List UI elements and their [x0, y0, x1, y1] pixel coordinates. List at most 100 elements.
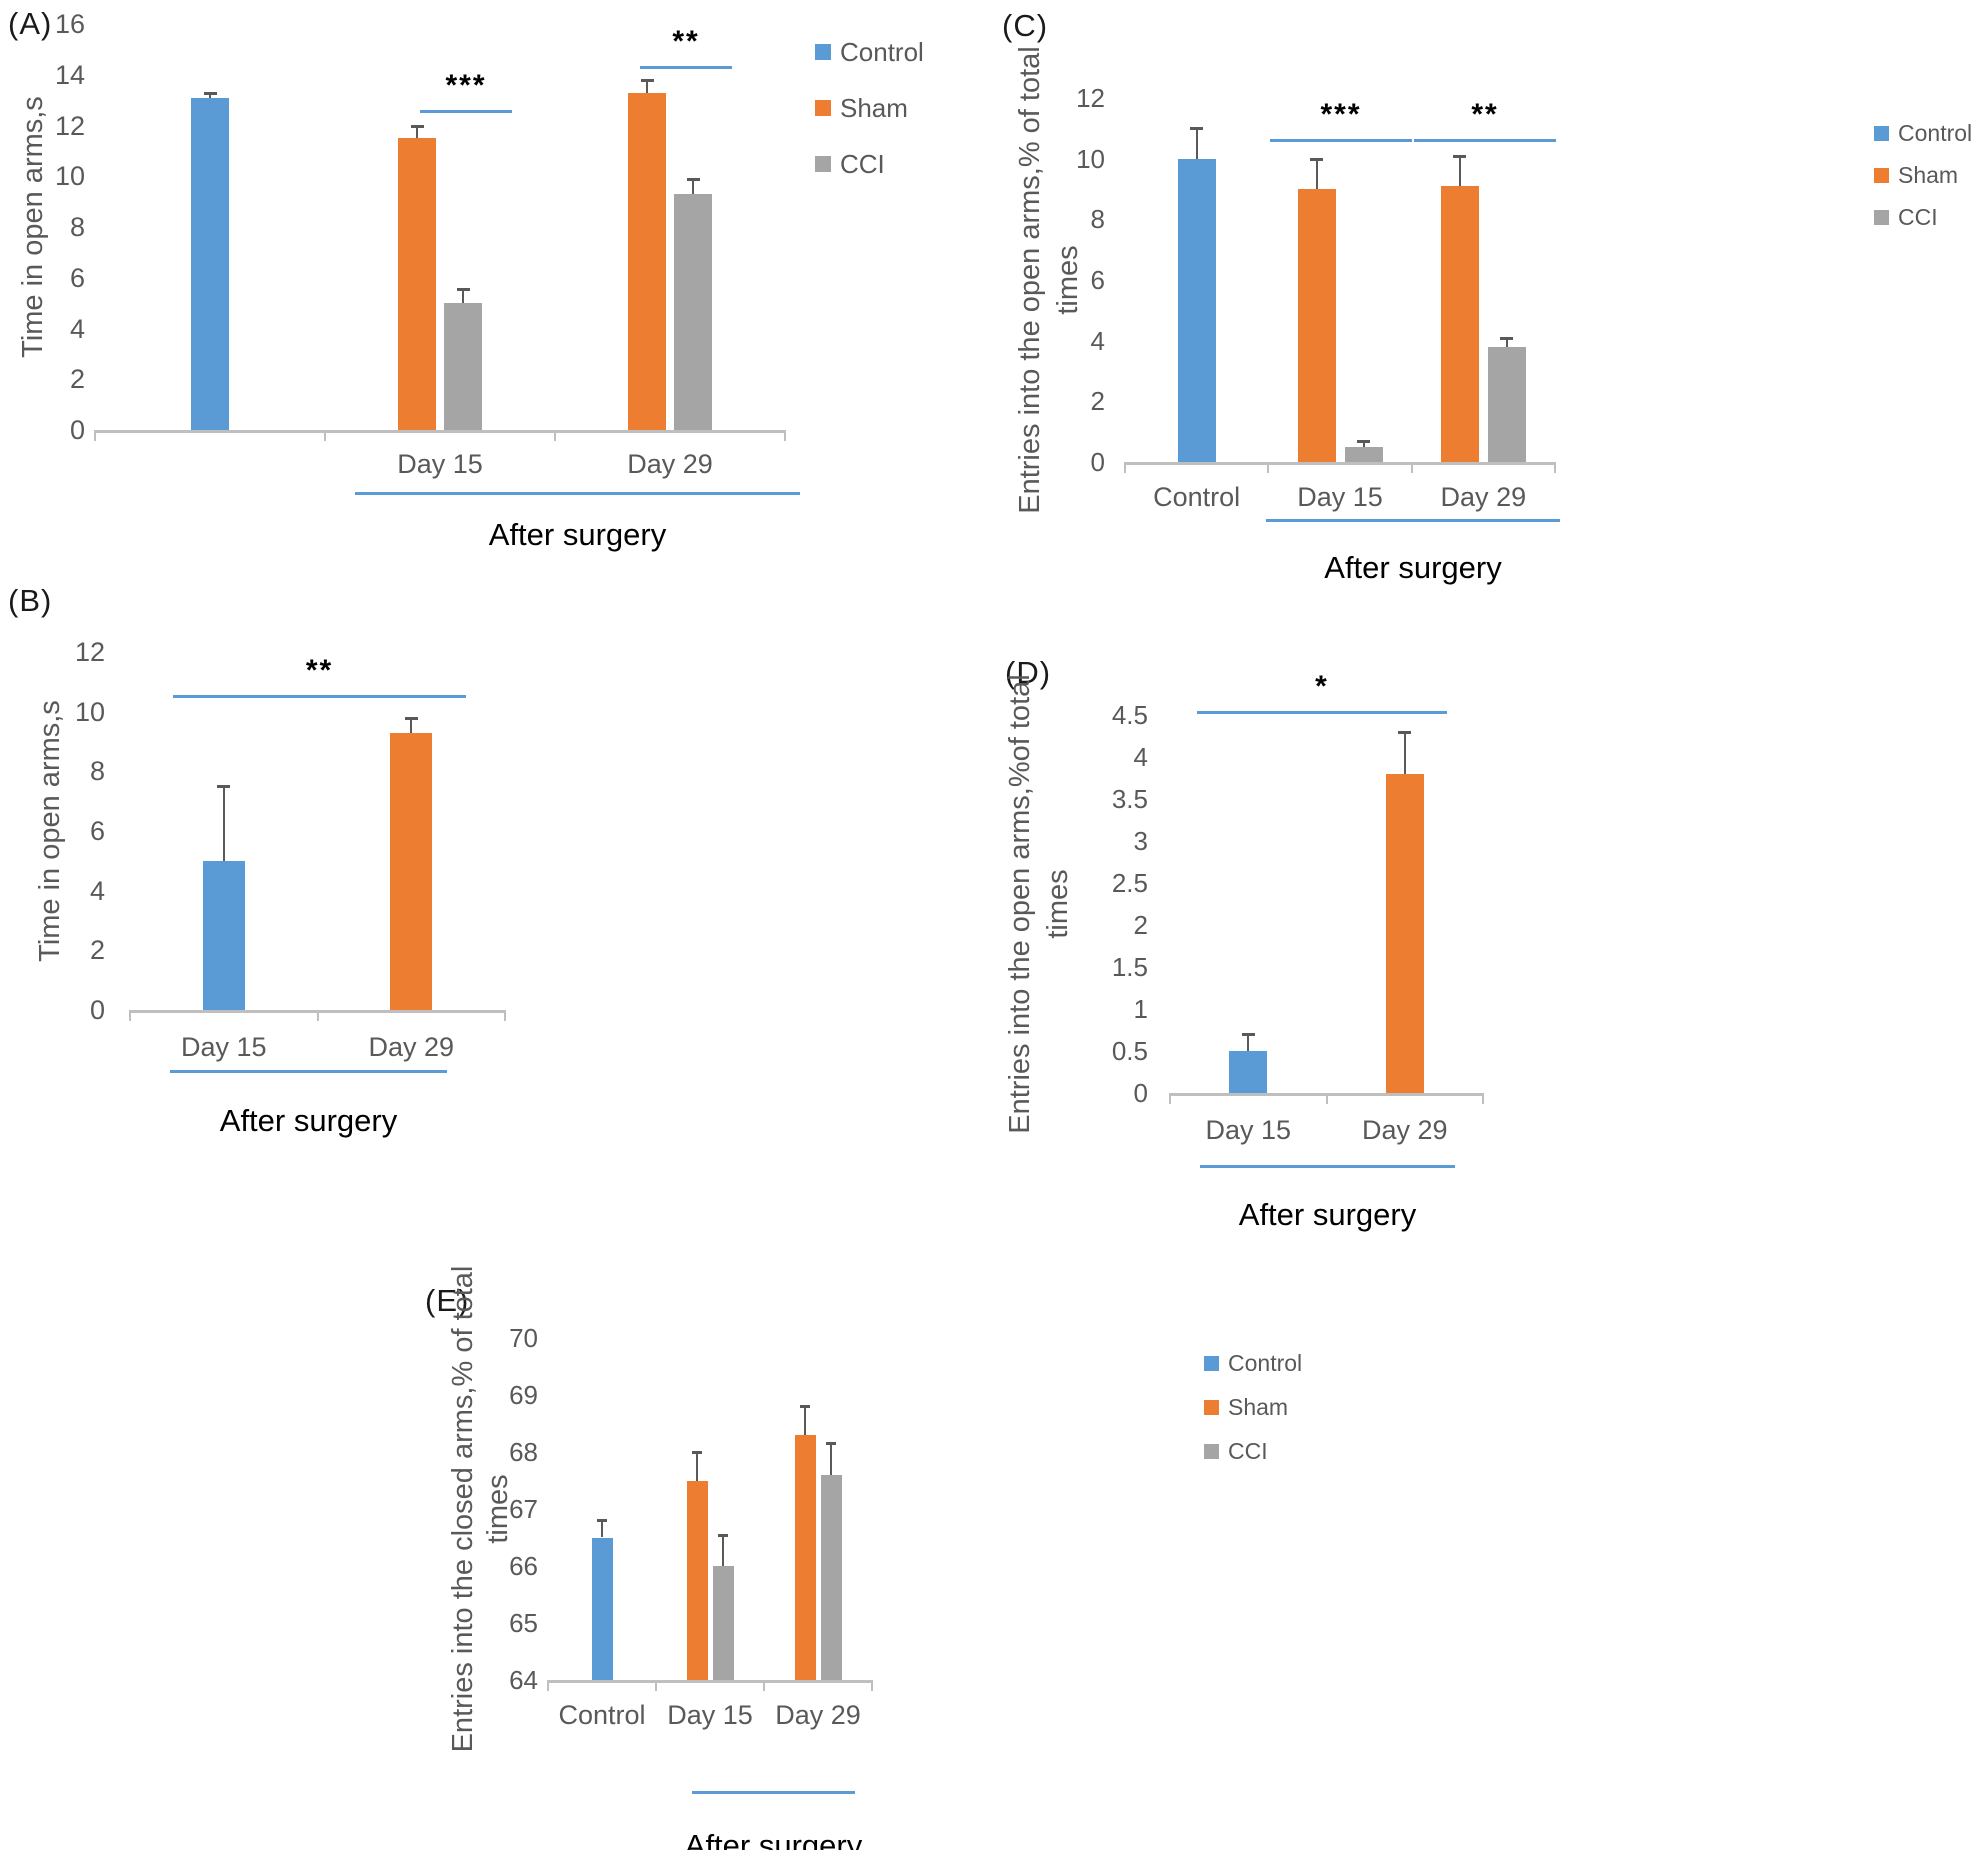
bar-a-g1-orange [398, 138, 436, 430]
legend-label-control: Control [1898, 120, 1973, 146]
y-axis-tick-b: 12 [74, 637, 105, 667]
error-bar-cap-c-g2-gray [1500, 336, 1514, 340]
y-axis-tick-d: 1.5 [1111, 952, 1148, 982]
legend-item-a-cci: CCI [815, 149, 885, 179]
y-axis-title-b: Time in open arms,s [34, 700, 66, 962]
error-bar-stem-c-g2-gray [1505, 337, 1508, 347]
x-label-e-day-15: Day 15 [667, 1700, 753, 1730]
bar-e-g0-blue [591, 1537, 613, 1680]
bar-e-g1-orange [686, 1480, 708, 1680]
legend-label-cci: CCI [840, 148, 885, 179]
error-bar-cap-e-g2-gray [826, 1442, 836, 1446]
significance-stars-c-0: *** [1320, 97, 1362, 131]
error-bar-stem-e-g1-gray [722, 1534, 724, 1566]
y-axis-tick-e: 70 [509, 1323, 538, 1353]
y-axis-title-e: Entries into the closed arms,% of total [447, 1265, 479, 1753]
error-bar-cap-c-g0-blue [1190, 127, 1204, 131]
legend-item-c-cci: CCI [1874, 204, 1938, 230]
after-surgery-underline-a [355, 492, 800, 495]
bar-c-g2-orange [1440, 185, 1479, 462]
x-label-d-day-29: Day 29 [1361, 1115, 1448, 1145]
legend-swatch-sham-icon [1204, 1400, 1219, 1415]
error-bar-cap-e-g1-gray [718, 1533, 728, 1537]
x-axis-tick-a [94, 430, 96, 441]
y-axis-tick-a: 2 [69, 364, 85, 395]
error-bar-cap-e-g0-blue [597, 1519, 607, 1523]
x-axis-tick-e [763, 1680, 765, 1691]
error-bar-stem-c-g1-orange [1315, 158, 1318, 189]
legend-item-e-cci: CCI [1204, 1438, 1268, 1464]
y-axis-tick-d: 3 [1133, 826, 1148, 856]
x-axis-tick-c [1267, 462, 1270, 473]
y-axis-tick-b: 8 [89, 756, 105, 787]
legend-swatch-control-icon [1874, 126, 1889, 141]
x-axis-tick-c [1124, 462, 1126, 473]
x-axis-tick-c [1554, 462, 1556, 473]
x-axis-tick-b [316, 1010, 319, 1021]
error-bar-cap-a-g2-orange [640, 78, 654, 82]
panel-e-letter: (E) [425, 1283, 470, 1318]
error-bar-cap-a-g1-orange [410, 124, 424, 128]
error-bar-stem-a-g1-orange [416, 125, 418, 139]
after-surgery-label-b: After surgery [219, 1103, 398, 1138]
x-axis-line-d [1170, 1093, 1483, 1096]
y-axis-tick-c: 2 [1090, 386, 1105, 417]
y-axis-title-d: Entries into the open arms,%of total [1004, 674, 1036, 1134]
after-surgery-underline-e [692, 1791, 855, 1794]
y-axis-tick-a: 14 [54, 59, 85, 90]
significance-line-d-0 [1197, 710, 1447, 714]
legend-swatch-sham-icon [1874, 168, 1889, 183]
error-bar-stem-e-g1-orange [696, 1452, 698, 1481]
y-axis-tick-b: 4 [89, 875, 105, 906]
error-bar-cap-c-g1-gray [1357, 439, 1370, 443]
x-axis-tick-d [1325, 1093, 1328, 1104]
y-axis-tick-c: 4 [1090, 325, 1105, 356]
bar-c-g1-gray [1344, 446, 1383, 462]
y-axis-tick-a: 4 [69, 313, 85, 344]
y-axis-tick-b: 2 [89, 935, 105, 966]
error-bar-stem-c-g1-gray [1362, 440, 1365, 447]
y-axis-title-a: Time in open arms,s [17, 96, 49, 358]
y-axis-title-e: times [482, 1474, 514, 1544]
y-axis-tick-a: 10 [54, 161, 85, 192]
legend-item-a-control: Control [815, 37, 924, 67]
x-label-a-day-29: Day 29 [627, 449, 713, 479]
y-axis-tick-e: 67 [509, 1494, 538, 1524]
y-axis-tick-d: 2.5 [1111, 868, 1148, 898]
y-axis-tick-d: 2 [1133, 910, 1148, 940]
x-axis-tick-b [504, 1010, 506, 1021]
x-label-e-day-29: Day 29 [775, 1700, 861, 1730]
x-axis-tick-e [655, 1680, 657, 1691]
x-label-c-day-29: Day 29 [1440, 482, 1527, 512]
significance-line-c-0 [1270, 138, 1412, 142]
x-label-b-day-29: Day 29 [368, 1032, 455, 1062]
y-axis-tick-c: 12 [1076, 83, 1105, 113]
error-bar-cap-e-g2-orange [800, 1405, 810, 1409]
y-axis-tick-d: 4 [1133, 742, 1148, 772]
bar-c-g1-orange [1297, 189, 1336, 462]
y-axis-tick-b: 10 [74, 696, 105, 727]
after-surgery-label-c: After surgery [1324, 550, 1502, 585]
x-label-d-day-15: Day 15 [1205, 1115, 1292, 1145]
y-axis-tick-d: 0 [1133, 1078, 1148, 1108]
error-bar-stem-c-g0-blue [1195, 128, 1198, 159]
significance-line-b-0 [173, 695, 466, 699]
error-bar-stem-d-g1-orange [1403, 731, 1406, 774]
significance-stars-c-1: ** [1471, 97, 1499, 131]
after-surgery-label-d: After surgery [1238, 1197, 1417, 1232]
legend-label-control: Control [1228, 1350, 1303, 1376]
panel-b-letter: (B) [8, 583, 53, 618]
y-axis-tick-e: 69 [509, 1380, 538, 1410]
bar-d-g0-blue [1229, 1051, 1268, 1093]
panel-a-letter: (A) [8, 6, 53, 41]
bar-e-g2-gray [820, 1474, 842, 1680]
panel-d-letter: (D) [1005, 655, 1052, 690]
bar-a-g2-orange [628, 92, 666, 430]
bar-d-g1-orange [1385, 773, 1424, 1093]
legend-swatch-cci-icon [1874, 210, 1889, 225]
x-axis-tick-a [784, 430, 786, 441]
